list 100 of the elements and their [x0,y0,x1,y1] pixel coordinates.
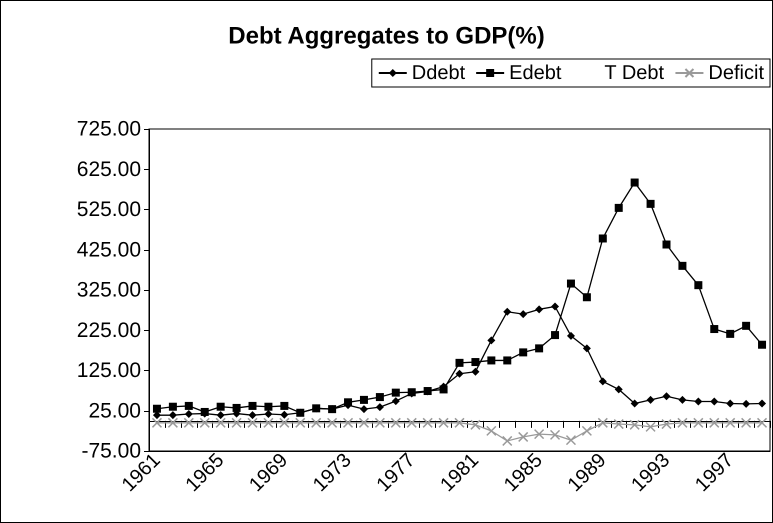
point [726,400,734,408]
point [742,400,750,408]
point [694,397,702,406]
point [487,336,496,344]
point [598,418,608,428]
point [152,418,162,428]
point [358,418,370,428]
point [724,418,736,428]
point [456,358,464,367]
legend-label: Ddebt [412,62,466,84]
point [471,368,480,376]
point [231,418,242,428]
point [248,411,256,420]
point [470,420,481,430]
point [582,426,592,436]
point [662,240,670,249]
point [661,418,672,430]
y-tick-label: 25.00 [88,399,141,422]
point [535,344,544,352]
point [184,418,194,428]
y-tick-label: 325.00 [76,278,141,302]
point [662,392,670,400]
point [613,418,624,430]
point [264,402,272,411]
point [263,418,274,428]
point [693,418,704,428]
point [310,418,322,428]
point [264,410,272,418]
point [216,402,225,411]
point [756,418,768,428]
point [280,402,288,410]
point [694,281,702,290]
text: T Debt [604,62,665,84]
y-tick-label: 225.00 [76,318,141,342]
point [344,398,352,406]
point [248,402,256,410]
point [582,293,591,302]
y-tick-label: 125.00 [76,359,141,382]
point [374,418,386,428]
point [566,332,575,340]
y-tick-label: 525.00 [76,198,141,221]
point [645,422,656,432]
point [328,405,336,414]
point [646,396,655,404]
point [471,358,480,366]
point [598,234,607,242]
y-tick-label: 725.00 [76,118,141,140]
point [630,178,639,187]
point [742,322,750,330]
point [424,387,432,396]
point [519,310,528,318]
point [152,404,161,413]
point [551,331,560,340]
point [678,262,686,270]
point [392,397,400,406]
point [312,404,320,412]
point [740,418,752,428]
point [422,418,433,428]
point [758,340,766,349]
point [709,418,720,428]
point [296,408,304,417]
point [216,411,225,420]
point [199,418,210,428]
point [184,410,193,418]
point [598,377,607,386]
point [534,428,544,440]
point [360,405,368,414]
point [279,418,290,428]
point [168,402,177,411]
point [710,397,718,406]
point [710,325,718,334]
point [376,403,384,412]
point [614,204,623,212]
point [456,370,464,378]
point [184,402,193,410]
point [376,393,384,402]
point [487,356,496,364]
point [215,418,226,428]
point [280,410,288,419]
y-tick-label: 625.00 [76,158,141,181]
point [454,418,465,428]
point [295,418,306,428]
point [519,348,528,356]
point [342,418,354,428]
point [440,385,448,394]
point [168,411,177,420]
point [486,426,497,436]
point [247,418,258,428]
point [566,434,576,446]
point [535,305,544,314]
point [629,420,640,430]
point [678,396,686,404]
point [726,330,734,338]
y-tick-label: 425.00 [76,238,141,262]
point [360,396,368,404]
point [503,356,512,364]
point [677,418,688,428]
point [582,344,591,352]
chart-title: Debt Aggregates to GDP(%) [228,22,545,50]
point [232,404,241,412]
